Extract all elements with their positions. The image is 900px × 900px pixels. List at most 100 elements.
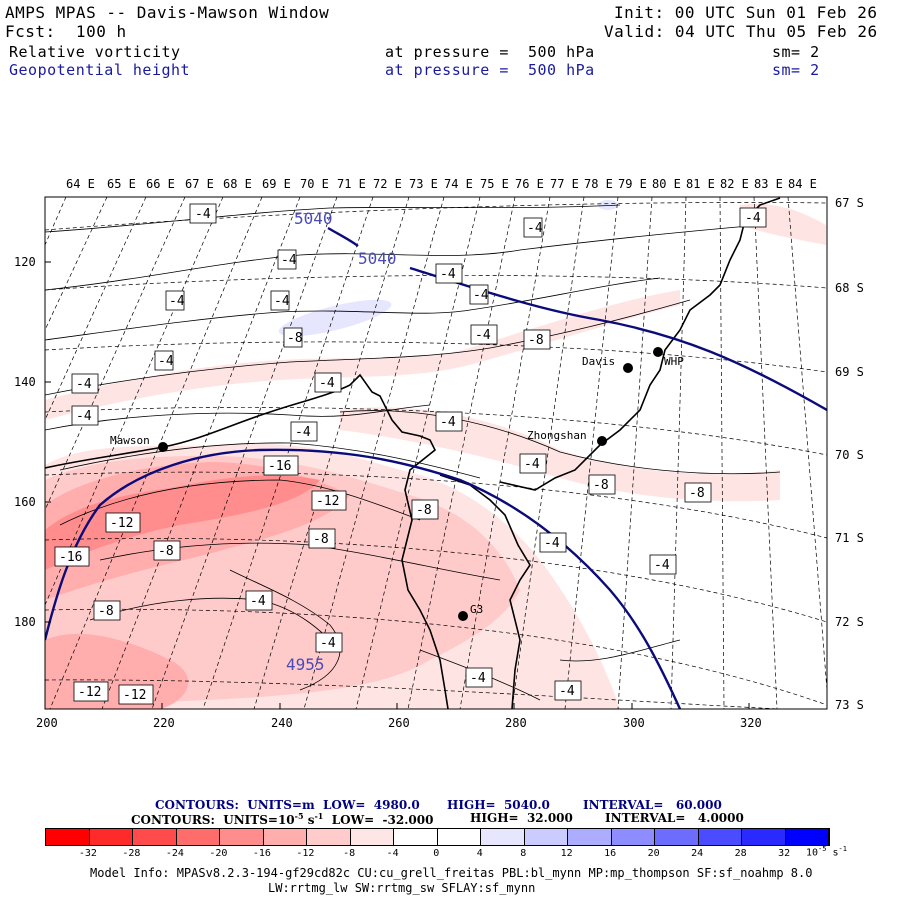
colorbar-segment (568, 829, 612, 845)
contour-label: -16 (54, 546, 90, 567)
lon-label: 69 E (262, 177, 291, 191)
lon-label: 74 E (444, 177, 473, 191)
lon-label: 66 E (146, 177, 175, 191)
contour-label: -4 (154, 350, 174, 371)
meridian (564, 197, 619, 709)
parallel (45, 537, 827, 623)
height-contour-5040-nw (327, 226, 359, 247)
svg-text:-8: -8 (313, 532, 329, 547)
lat-label: 69 S (835, 365, 864, 379)
contour-label: -4 (71, 373, 99, 394)
station-marker-mawson (158, 442, 168, 452)
x-tick-label: 260 (388, 716, 410, 730)
contour-label: -4 (469, 284, 489, 305)
contour-label: -4 (519, 453, 547, 474)
contour-label: -4 (554, 680, 582, 701)
colorbar-segment (481, 829, 525, 845)
svg-text:-4: -4 (745, 211, 761, 226)
svg-text:-4: -4 (440, 415, 456, 430)
svg-text:-4: -4 (559, 684, 575, 699)
field1-smoothing: sm= 2 (772, 43, 820, 61)
svg-text:-4: -4 (473, 288, 489, 303)
contour-line (45, 204, 621, 233)
svg-text:-12: -12 (110, 516, 133, 531)
contour-label: -8 (153, 540, 181, 561)
field1-name: Relative vorticity (9, 43, 181, 61)
svg-text:-8: -8 (287, 331, 303, 346)
svg-text:-8: -8 (593, 478, 609, 493)
contour-label: -4 (290, 421, 318, 442)
meridian (101, 197, 301, 709)
lat-label: 67 S (835, 196, 864, 210)
colorbar-segment (220, 829, 264, 845)
contour-label: -8 (93, 600, 121, 621)
colorbar-segment (176, 829, 220, 845)
colorbar-segment (611, 829, 655, 845)
svg-text:-8: -8 (528, 333, 544, 348)
vorticity-labels: -4 -4 -4 -4 -4 -4 -4 -8 -4 -4 -4 -4 -4 -… (54, 203, 767, 705)
contour-label: -8 (283, 327, 303, 348)
colorbar-tick-label: -24 (165, 848, 184, 859)
lat-label: 70 S (835, 448, 864, 462)
contour-label: -8 (411, 499, 439, 520)
contour-line (559, 639, 681, 662)
vorticity-contour-high: HIGH= 32.000 (470, 811, 573, 825)
map-title: AMPS MPAS -- Davis-Mawson Window (5, 3, 330, 22)
graticule (45, 197, 827, 709)
contour-label: -8 (588, 474, 616, 495)
height-label: 5040 (358, 249, 397, 268)
contour-label: -4 (71, 405, 99, 426)
height-label: 4955 (286, 655, 325, 674)
lon-label: 79 E (618, 177, 647, 191)
svg-text:-12: -12 (316, 494, 339, 509)
lat-label: 71 S (835, 531, 864, 545)
colorbar-segment (742, 829, 786, 845)
lat-label: 72 S (835, 615, 864, 629)
station-label-davis: Davis (582, 355, 615, 368)
contour-label: -8 (523, 329, 551, 350)
field2-name: Geopotential height (9, 61, 191, 79)
valid-time: Valid: 04 UTC Thu 05 Feb 26 (604, 22, 878, 41)
colorbar-segment (307, 829, 351, 845)
vorticity-contour-interval: INTERVAL= 4.0000 (605, 811, 744, 825)
lon-label: 78 E (584, 177, 613, 191)
parallel (45, 679, 781, 709)
meridian (45, 197, 108, 331)
colorbar-tick-label: 12 (560, 848, 573, 859)
colorbar-segment (46, 829, 90, 845)
colorbar-tick-label: 20 (647, 848, 660, 859)
height-contour-caption: CONTOURS: UNITS=m LOW= 4980.0 (155, 798, 420, 812)
contour-line (229, 569, 341, 691)
colorbar-tick-label: -20 (209, 848, 228, 859)
contour-label: -4 (739, 207, 767, 228)
vorticity-contour-caption: CONTOURS: UNITS=10-5 s-1 LOW= -32.000 (131, 811, 434, 827)
lon-label: 84 E (788, 177, 817, 191)
station-label-g3: G3 (470, 603, 483, 616)
lon-label: 80 E (652, 177, 681, 191)
station-marker-zhongshan (597, 436, 607, 446)
svg-text:-4: -4 (319, 376, 335, 391)
meridian (45, 197, 186, 511)
height-contour-interval: INTERVAL= 60.000 (583, 798, 722, 812)
contour-label: -4 (649, 554, 677, 575)
colorbar-segment (698, 829, 742, 845)
lon-label: 82 E (720, 177, 749, 191)
contour-label: -4 (465, 667, 493, 688)
contour-label: -8 (684, 482, 712, 503)
svg-text:-4: -4 (195, 207, 211, 222)
contour-line (339, 410, 781, 475)
contour-label: -4 (470, 324, 498, 345)
colorbar-tick-label: -8 (343, 848, 356, 859)
svg-text:-12: -12 (78, 685, 101, 700)
colorbar (45, 828, 830, 846)
lon-label: 76 E (515, 177, 544, 191)
colorbar-tick-label: 32 (778, 848, 791, 859)
meridian (753, 197, 778, 709)
lon-label: 71 E (337, 177, 366, 191)
station-marker-whp (653, 347, 663, 357)
meridian (49, 197, 263, 709)
lat-label: 68 S (835, 281, 864, 295)
contour-line (45, 404, 431, 431)
station-marker-davis (623, 363, 633, 373)
svg-text:-8: -8 (98, 604, 114, 619)
